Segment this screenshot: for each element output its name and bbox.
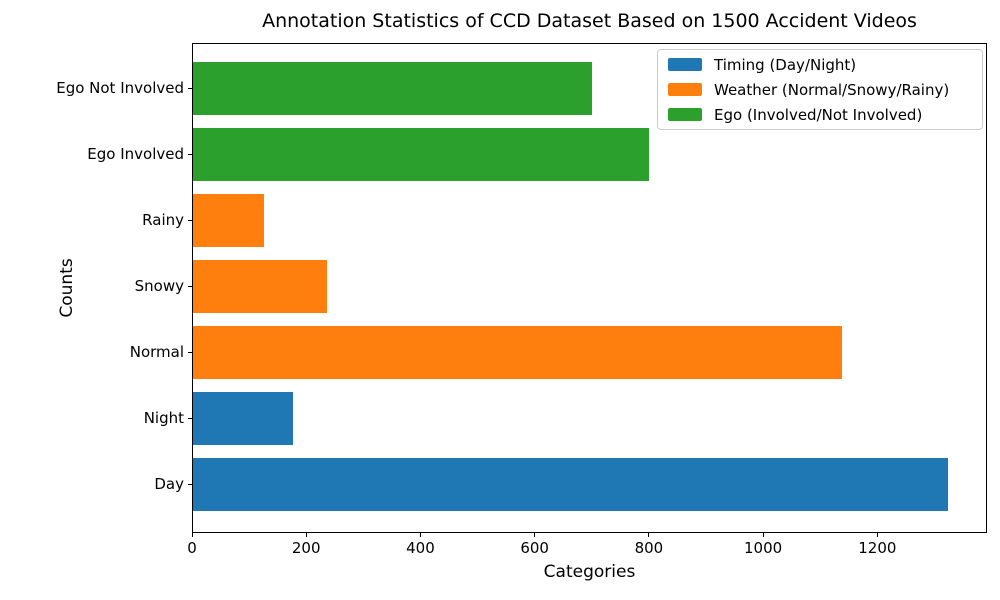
bar-night xyxy=(193,391,293,445)
xtick-mark-400 xyxy=(419,533,421,537)
legend-item-timing: Timing (Day/Night) xyxy=(658,52,982,77)
bar-rainy xyxy=(193,193,265,247)
xtick-label-1000: 1000 xyxy=(744,539,783,557)
ytick-label-ego-not-involved: Ego Not Involved xyxy=(56,79,184,97)
legend-item-ego: Ego (Involved/Not Involved) xyxy=(658,102,982,127)
ytick-label-ego-involved: Ego Involved xyxy=(87,145,184,163)
ytick-label-snowy: Snowy xyxy=(134,277,184,295)
xtick-label-400: 400 xyxy=(406,539,435,557)
legend-label-weather: Weather (Normal/Snowy/Rainy) xyxy=(714,80,950,99)
ytick-label-rainy: Rainy xyxy=(142,211,184,229)
xtick-label-1200: 1200 xyxy=(858,539,897,557)
ytick-mark-ego-not-involved xyxy=(188,88,192,89)
xtick-label-600: 600 xyxy=(520,539,549,557)
bar-snowy xyxy=(193,259,327,313)
xtick-mark-200 xyxy=(305,533,307,537)
ytick-label-normal: Normal xyxy=(129,343,184,361)
chart-title: Annotation Statistics of CCD Dataset Bas… xyxy=(262,10,917,32)
xtick-mark-0 xyxy=(191,533,193,537)
bar-ego-involved xyxy=(193,127,649,181)
ytick-mark-ego-involved xyxy=(188,154,192,155)
legend-swatch-timing-icon xyxy=(668,58,702,71)
x-axis-label: Categories xyxy=(543,562,636,582)
xtick-mark-1200 xyxy=(876,533,878,537)
legend-swatch-weather-icon xyxy=(668,83,702,96)
xtick-label-800: 800 xyxy=(634,539,664,557)
xtick-label-0: 0 xyxy=(187,539,197,557)
xtick-mark-1000 xyxy=(762,533,764,537)
ytick-mark-day xyxy=(188,484,192,485)
bar-normal xyxy=(193,325,843,379)
legend-label-ego: Ego (Involved/Not Involved) xyxy=(714,105,923,124)
bar-day xyxy=(193,457,948,511)
ytick-mark-normal xyxy=(188,352,192,353)
ytick-mark-rainy xyxy=(188,220,192,221)
legend: Timing (Day/Night) Weather (Normal/Snowy/… xyxy=(657,49,983,130)
legend-item-weather: Weather (Normal/Snowy/Rainy) xyxy=(658,77,982,102)
xtick-mark-800 xyxy=(648,533,650,537)
ytick-label-night: Night xyxy=(143,409,184,427)
bar-ego-not-involved xyxy=(193,61,592,115)
xtick-label-200: 200 xyxy=(291,539,321,557)
ytick-mark-snowy xyxy=(188,286,192,287)
ytick-label-day: Day xyxy=(154,475,184,493)
legend-swatch-ego-icon xyxy=(668,108,702,121)
legend-label-timing: Timing (Day/Night) xyxy=(714,55,857,74)
xtick-mark-600 xyxy=(534,533,536,537)
ytick-mark-night xyxy=(188,418,192,419)
